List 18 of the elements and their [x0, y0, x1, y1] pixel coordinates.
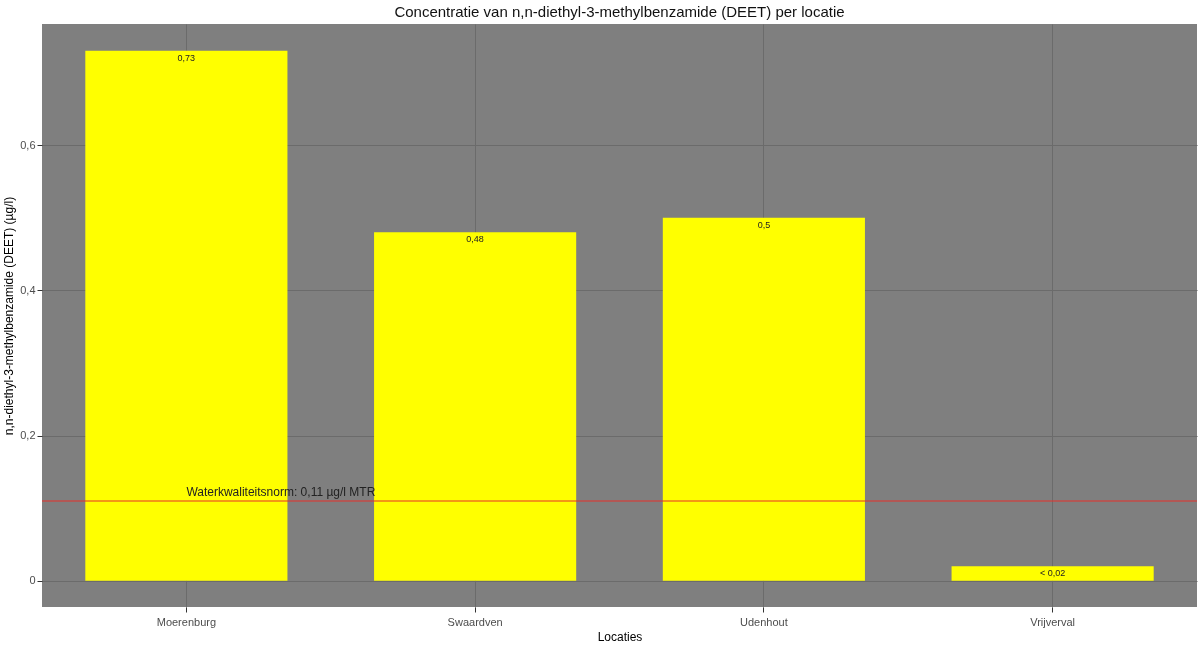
bar [951, 566, 1154, 581]
x-tick-label: Udenhout [740, 615, 788, 628]
x-axis-title: Locaties [597, 629, 643, 644]
x-tick-label: Swaardven [447, 615, 503, 628]
data-label: 0,5 [757, 219, 771, 230]
y-tick-label: 0,6 [20, 138, 36, 151]
y-tick-label: 0,2 [20, 429, 36, 442]
y-tick-label: 0 [29, 574, 36, 587]
x-tick-label: Moerenburg [156, 615, 217, 628]
data-label: < 0,02 [1039, 568, 1066, 579]
data-label: 0,48 [466, 234, 484, 245]
chart-title: Concentratie van n,n-diethyl-3-methylbenzamide (DEET) per locatie [394, 3, 845, 20]
y-tick-label: 0,4 [20, 283, 36, 296]
y-axis-title: n,n-diethyl-3-methylbenzamide (DEET) (µg/l) [2, 196, 17, 436]
bar [662, 217, 865, 581]
bar [374, 232, 577, 581]
data-label: 0,73 [177, 52, 196, 63]
x-tick-label: Vrijverval [1030, 615, 1076, 628]
